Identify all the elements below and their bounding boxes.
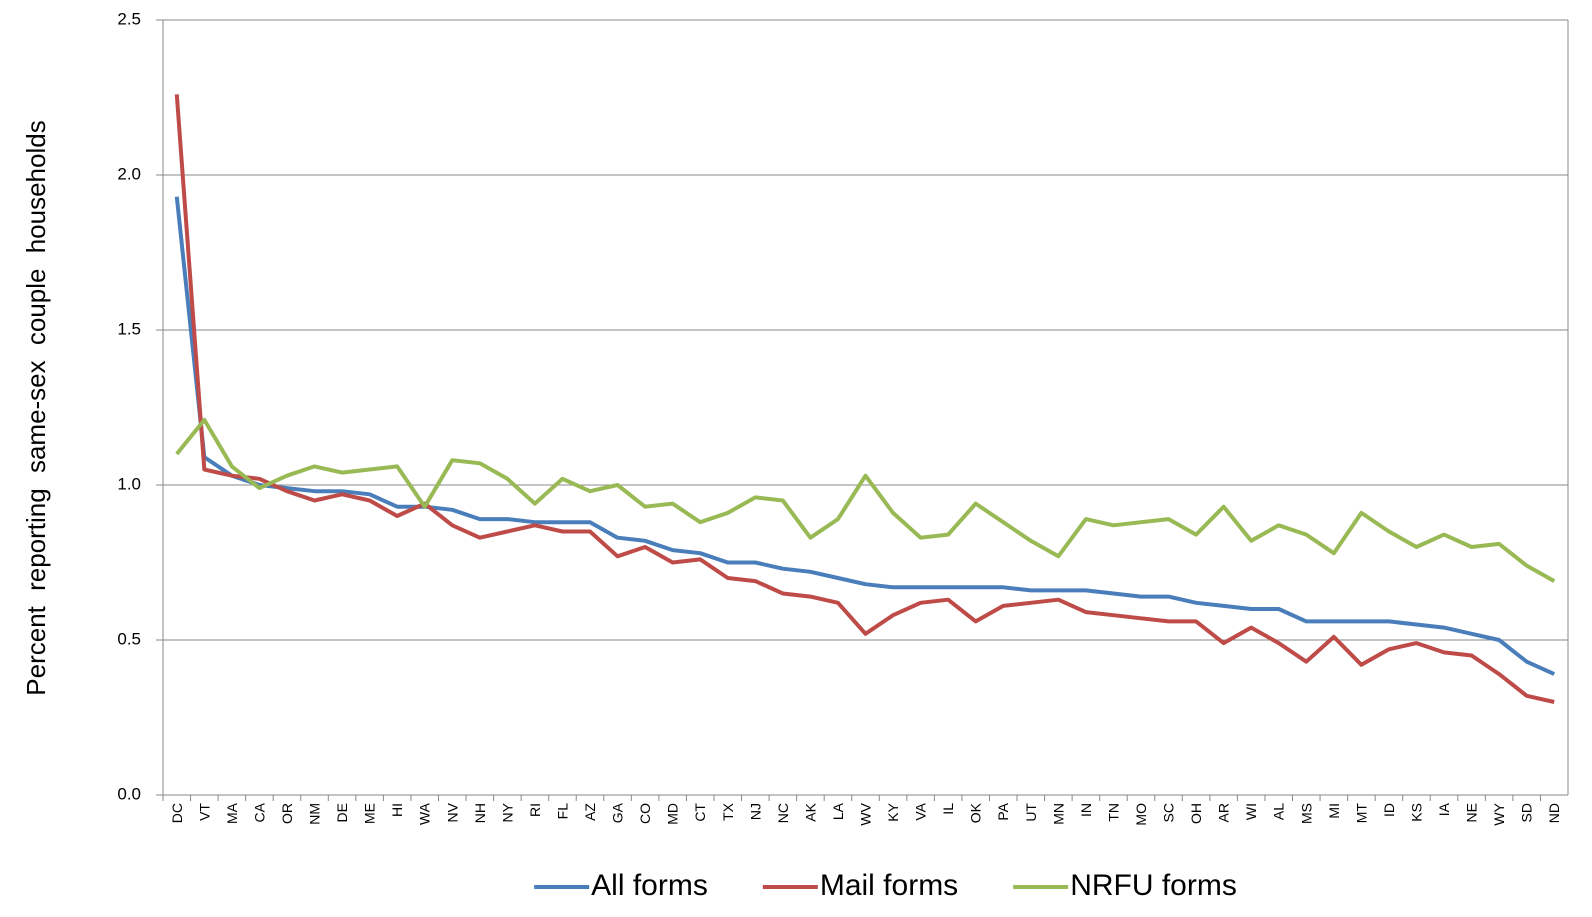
x-tick-label: UT [1023,803,1039,822]
x-tick-label: KY [885,802,901,821]
x-tick-label: WA [417,802,433,825]
y-axis-label: Percent reporting same-sex couple househ… [21,120,51,695]
x-tick-label: AZ [582,803,598,821]
series-line [175,417,1556,583]
x-tick-label: SC [1161,803,1177,822]
y-tick-label: 0.5 [117,629,141,648]
x-tick-label: IN [1078,803,1094,817]
x-tick-label: OH [1188,803,1204,824]
y-tick-label: 0.0 [117,784,141,803]
x-tick-label: ND [1546,803,1562,823]
x-tick-label: CA [251,802,267,822]
x-tick-label: VT [196,803,212,821]
x-tick-label: MO [1133,803,1149,826]
x-tick-label: ME [362,803,378,824]
x-tick-label: MI [1326,803,1342,819]
x-tick-label: NV [444,802,460,822]
x-tick-label: MS [1298,803,1314,824]
x-tick-label: OK [968,802,984,823]
x-tick-label: AL [1271,803,1287,820]
x-tick-label: CO [637,803,653,824]
x-tick-label: MN [1050,803,1066,825]
x-tick-label: WY [1491,802,1507,825]
y-tick-label: 2.0 [117,164,141,183]
x-tick-label: NH [472,803,488,823]
x-tick-label: MT [1353,803,1369,824]
x-tick-label: GA [610,802,626,823]
x-tick-label: AK [802,802,818,821]
x-tick-label: VA [913,802,929,820]
x-tick-label: WI [1243,803,1259,820]
x-tick-label: OR [279,803,295,824]
y-tick-label: 2.5 [117,9,141,28]
x-tick-label: MA [224,802,240,824]
x-tick-label: HI [389,803,405,817]
x-tick-label: MD [665,803,681,825]
legend-label: NRFU forms [1070,869,1237,902]
x-tick-label: IA [1436,802,1452,816]
x-tick-label: PA [995,802,1011,820]
y-tick-label: 1.5 [117,319,141,338]
x-tick-label: DC [169,803,185,823]
legend-label: All forms [591,869,708,902]
x-tick-label: TN [1105,803,1121,822]
x-tick-label: WV [858,802,874,825]
x-tick-label: NE [1464,803,1480,822]
x-tick-label: IL [940,803,956,815]
x-tick-label: NC [775,803,791,823]
x-tick-label: ID [1381,803,1397,817]
x-tick-label: NY [499,802,515,822]
x-tick-label: LA [830,802,846,820]
x-tick-label: RI [527,803,543,817]
x-tick-label: AR [1216,803,1232,822]
x-tick-label: SD [1519,803,1535,822]
x-tick-label: FL [554,803,570,820]
x-tick-label: CT [692,803,708,822]
y-tick-label: 1.0 [117,474,141,493]
series-line [174,196,1556,676]
x-tick-label: NJ [747,803,763,820]
series-line [174,94,1555,704]
x-tick-label: DE [334,803,350,822]
legend-label: Mail forms [820,869,958,902]
x-tick-label: NM [307,803,323,825]
x-tick-label: KS [1408,803,1424,822]
x-tick-label: TX [720,802,736,821]
